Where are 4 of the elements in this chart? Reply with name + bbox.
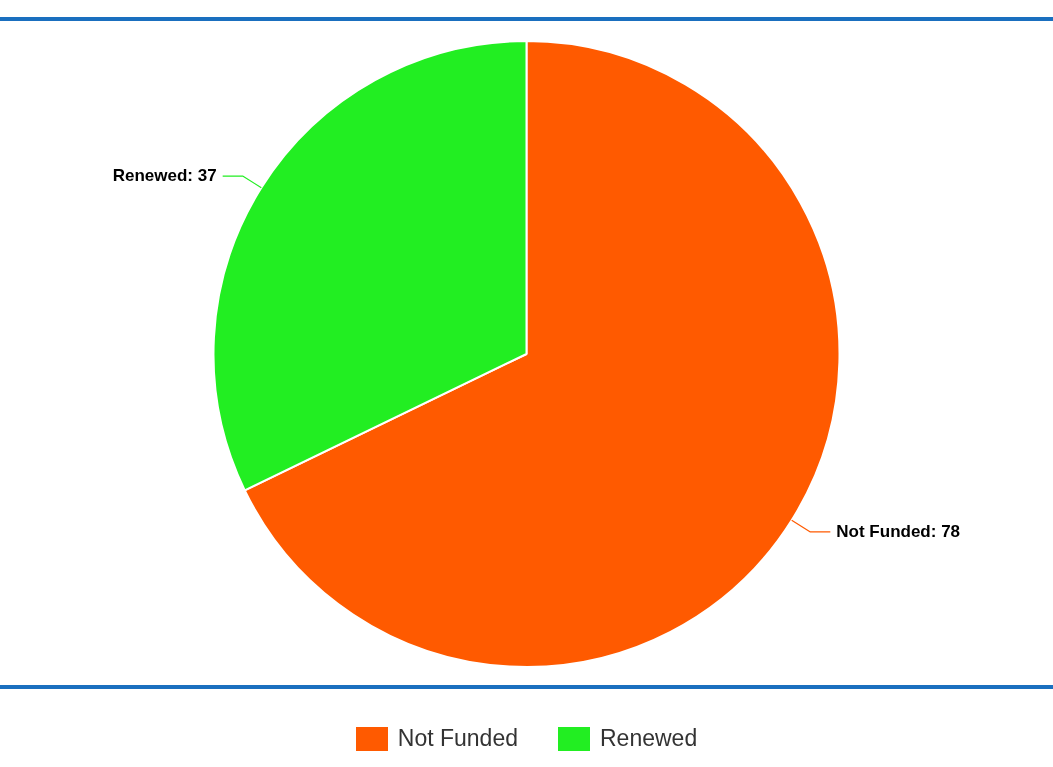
legend-label: Not Funded bbox=[397, 725, 518, 752]
data-label: Renewed: 37 bbox=[112, 165, 217, 185]
data-label: Not Funded: 78 bbox=[836, 521, 961, 541]
legend-label: Renewed bbox=[600, 725, 698, 752]
